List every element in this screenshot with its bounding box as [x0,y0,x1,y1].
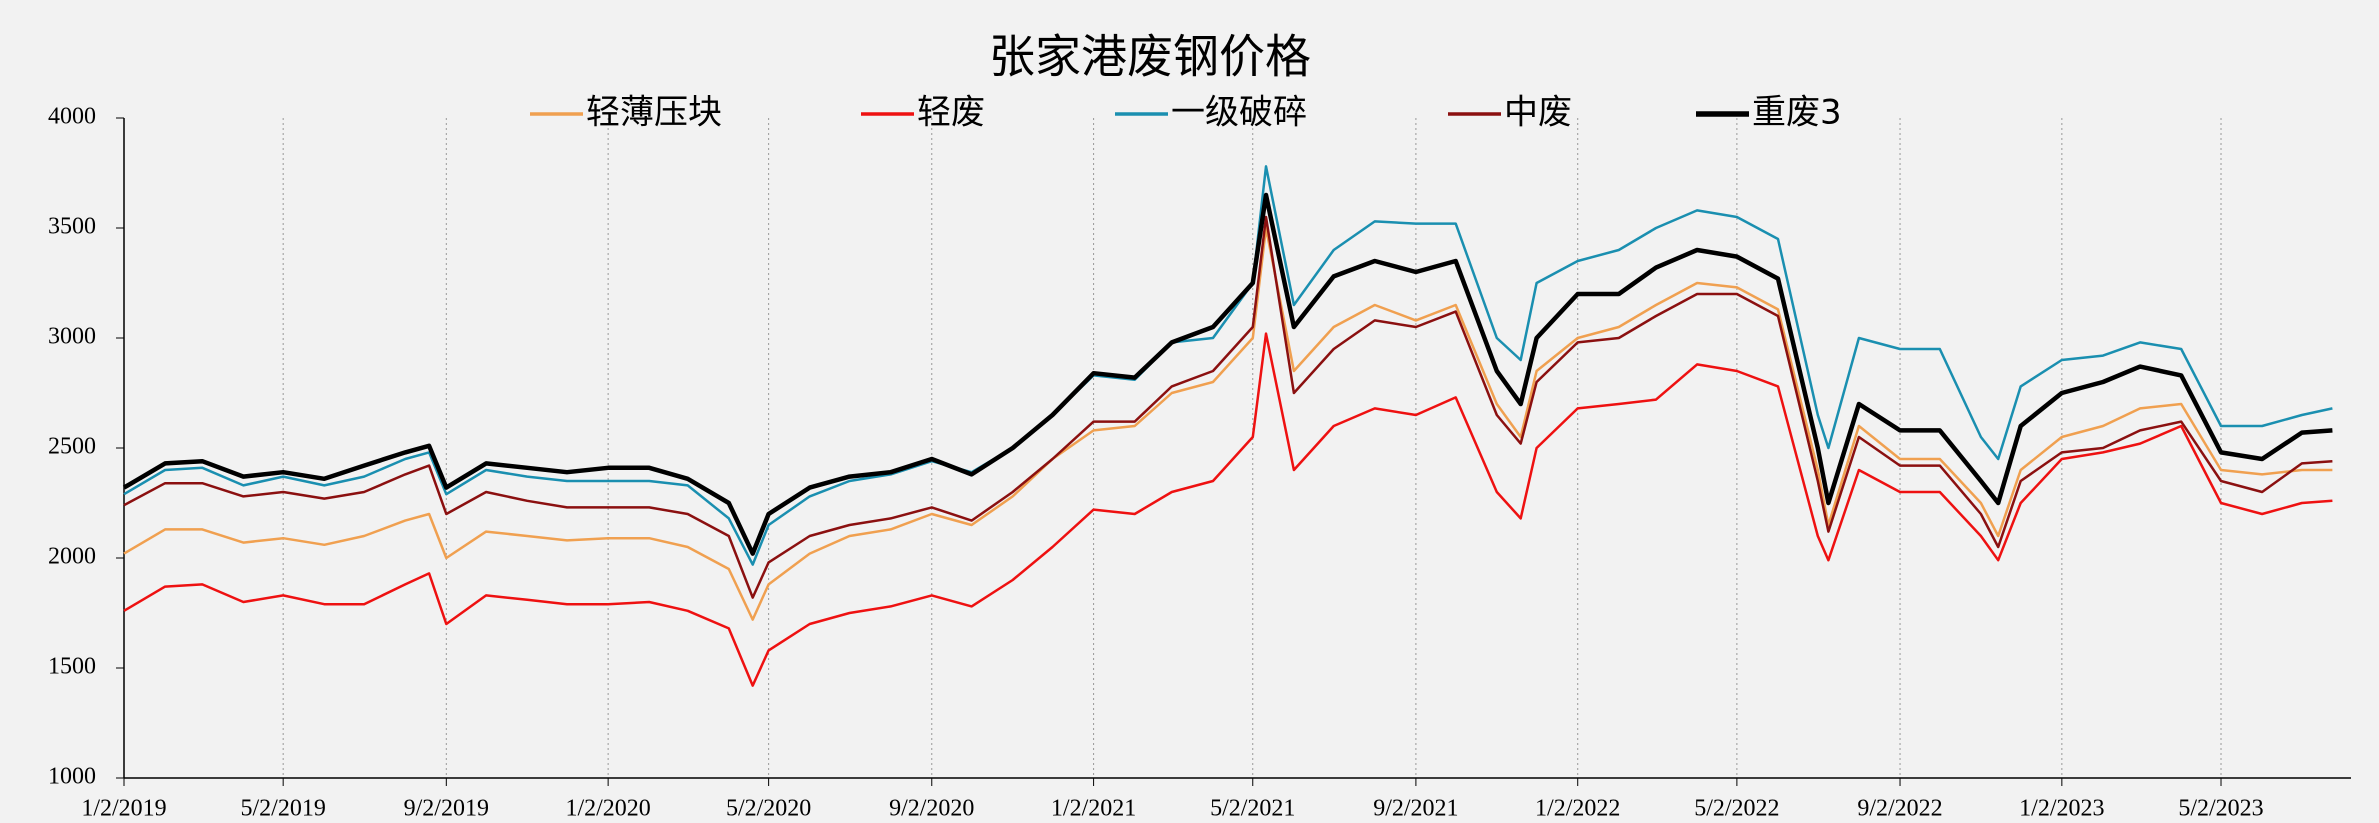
series-line [123,332,2333,687]
x-tick-label: 9/2/2022 [1857,796,1942,822]
legend-label: 重废3 [1752,93,1842,133]
x-tick-label: 9/2/2021 [1373,796,1458,822]
y-tick-label: 3000 [48,324,96,350]
series-line [122,192,2333,556]
x-tick-label: 1/2/2023 [2019,796,2104,822]
legend-label: 轻废 [917,93,985,133]
series-line [123,215,2333,599]
x-tick-label: 9/2/2019 [404,796,489,822]
y-tick-label: 1000 [48,764,96,790]
x-tick-label: 1/2/2020 [565,796,650,822]
x-tick-label: 1/2/2019 [81,796,166,822]
y-tick-label: 2000 [48,544,96,570]
y-tick-label: 4000 [48,104,96,130]
y-tick-label: 3500 [48,214,96,240]
y-tick-label: 2500 [48,434,96,460]
x-tick-label: 5/2/2019 [240,796,325,822]
legend-label: 一级破碎 [1171,93,1307,133]
legend-label: 中废 [1504,93,1572,133]
legend-label: 轻薄压块 [586,93,722,133]
x-tick-label: 5/2/2023 [2178,796,2263,822]
y-tick-label: 1500 [48,654,96,680]
x-tick-label: 1/2/2021 [1051,796,1136,822]
x-tick-label: 5/2/2022 [1694,796,1779,822]
series-line [123,226,2333,621]
chart-title: 张家港废钢价格 [989,30,1311,84]
x-tick-label: 9/2/2020 [889,796,974,822]
x-tick-label: 5/2/2020 [726,796,811,822]
x-tick-label: 5/2/2021 [1210,796,1295,822]
x-tick-label: 1/2/2022 [1535,796,1620,822]
